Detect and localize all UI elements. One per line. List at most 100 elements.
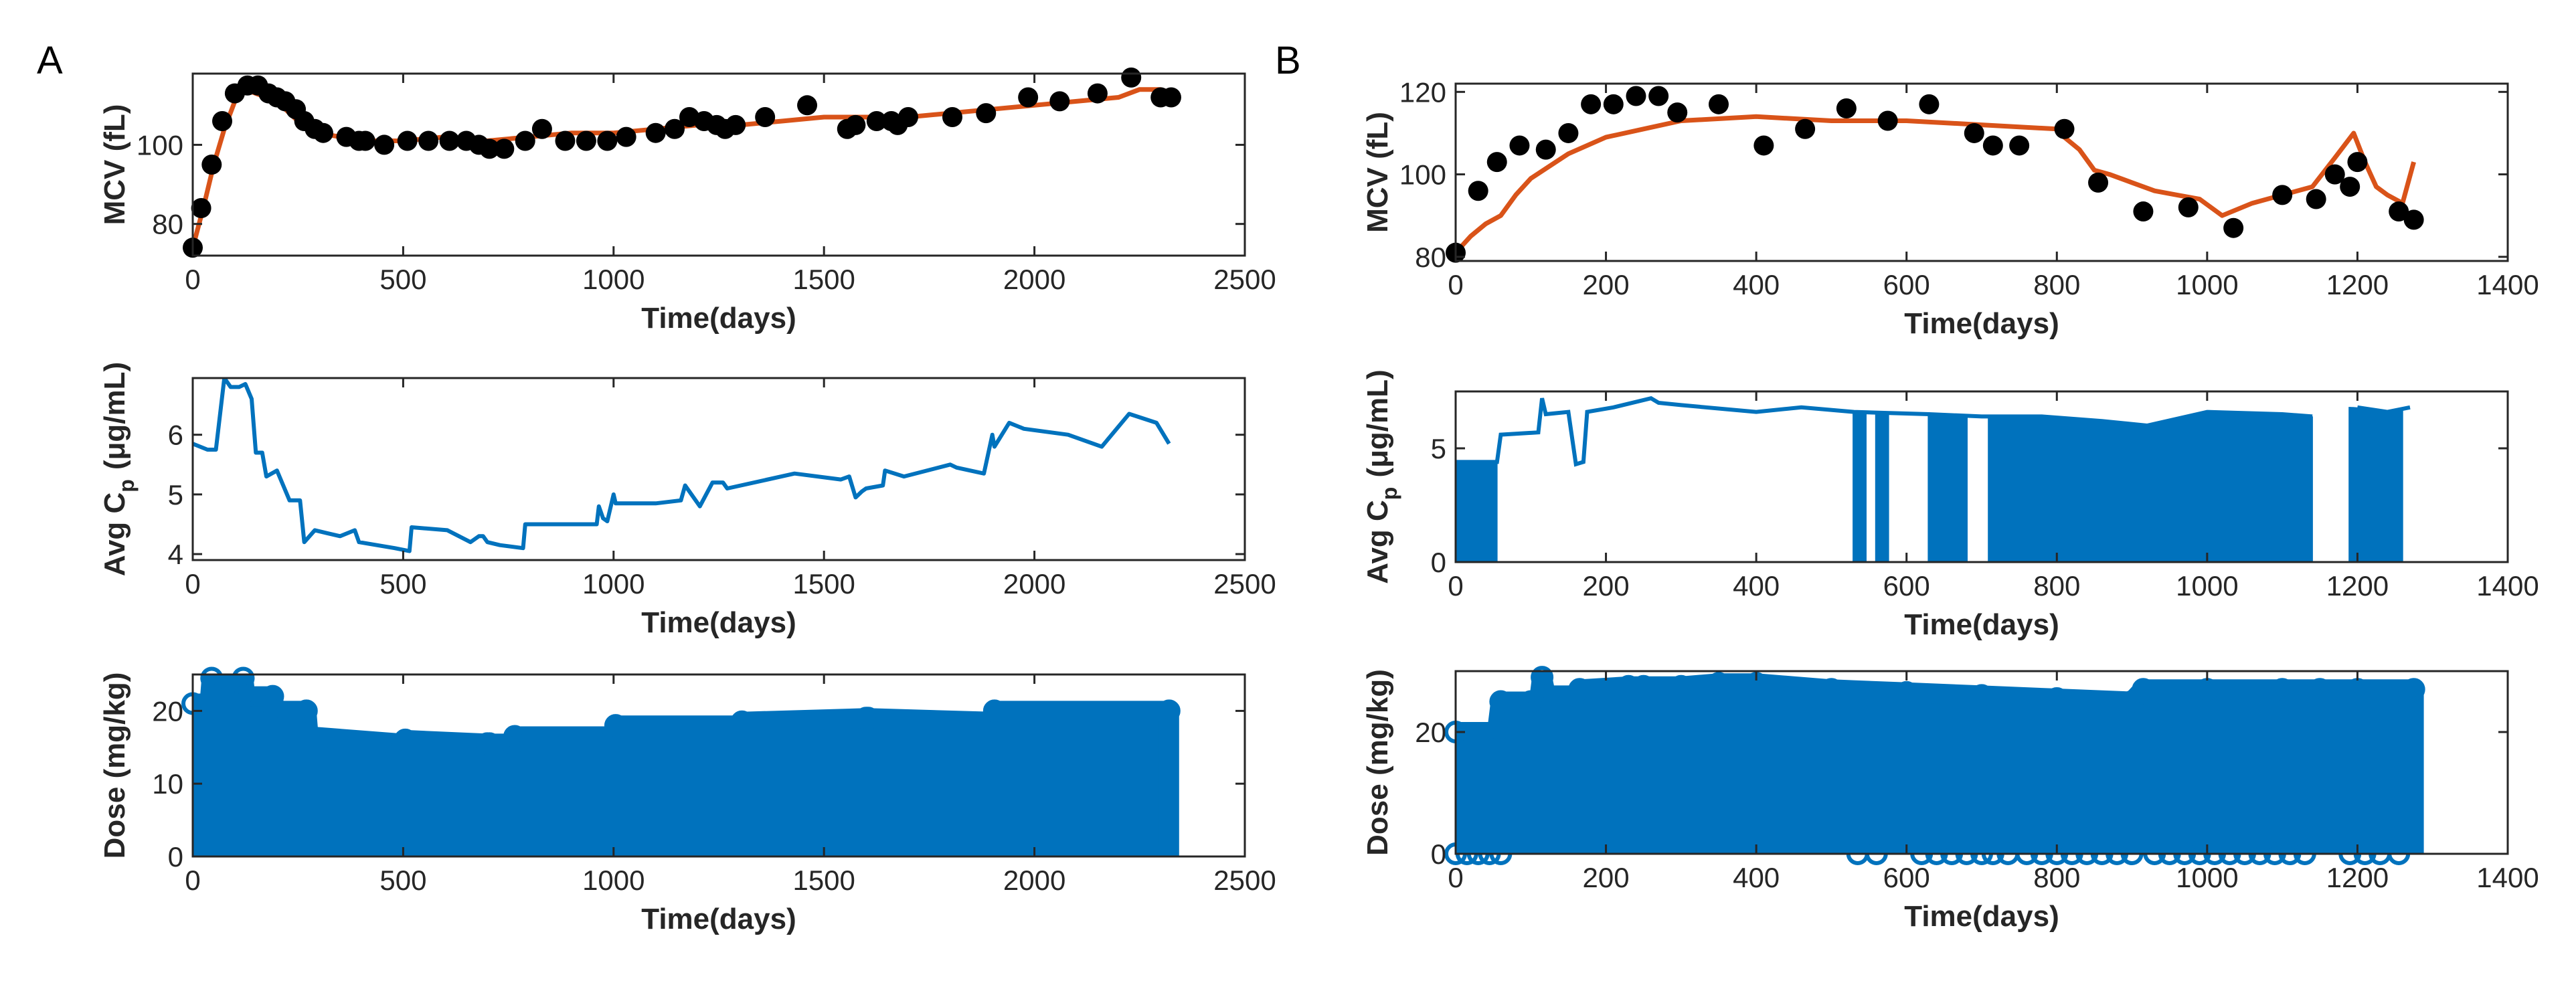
dose-filled-area — [1456, 671, 2424, 854]
observed-point — [397, 130, 418, 151]
observed-point — [1018, 87, 1039, 108]
dose-stem-marker — [261, 685, 284, 708]
concentration-oscillation-band — [1875, 412, 1889, 562]
y-tick-label: 80 — [152, 209, 183, 240]
x-tick-label: 1500 — [792, 264, 855, 295]
y-axis-label: Avg Cp (μg/mL) — [98, 362, 139, 576]
observed-point — [1161, 87, 1181, 108]
x-tick-label: 500 — [379, 264, 426, 295]
observed-point — [355, 130, 375, 151]
x-tick-label: 600 — [1883, 269, 1930, 300]
x-tick-label: 2500 — [1213, 264, 1276, 295]
x-tick-label: 2500 — [1213, 568, 1276, 600]
observed-point — [2340, 177, 2360, 197]
model-fit-line — [1456, 114, 2416, 255]
dose-stem-marker — [2271, 678, 2294, 701]
dose-stem-marker — [982, 699, 1006, 723]
B-conc-chart: 0 200 400 600 800 1000 1200 1400 0 5 Time(days) Avg… — [1361, 369, 2539, 641]
observed-point — [1626, 86, 1646, 106]
dose-stem-marker — [263, 699, 286, 723]
panel-letter-a: A — [37, 39, 63, 82]
x-tick-label: 600 — [1883, 862, 1930, 893]
B-dose-axes-frame — [1454, 670, 2509, 855]
x-tick-label: 1500 — [792, 865, 855, 896]
y-axis-label-main: Avg C — [98, 492, 131, 577]
observed-point — [576, 130, 596, 151]
observed-point — [531, 118, 552, 139]
y-tick-label: 5 — [168, 479, 183, 511]
observed-point — [1049, 91, 1070, 112]
observed-point — [1648, 86, 1669, 106]
dose-stem-marker — [602, 725, 625, 748]
observed-point — [1964, 122, 1984, 143]
B-dose-plot-area — [1456, 671, 2424, 854]
dose-stem-marker — [503, 725, 527, 748]
x-tick-label: 0 — [1448, 570, 1463, 602]
dose-stem-marker — [1568, 678, 1592, 701]
observed-point — [212, 110, 233, 131]
A-mcv-axes-frame — [191, 72, 1246, 257]
observed-point — [418, 130, 439, 151]
dose-stem-marker — [1534, 684, 1557, 707]
x-tick-label: 2500 — [1213, 865, 1276, 896]
x-tick-label: 800 — [2033, 862, 2080, 893]
observed-point — [2272, 185, 2293, 205]
x-tick-label: 400 — [1733, 862, 1780, 893]
x-tick-label: 0 — [185, 568, 200, 600]
observed-point — [479, 139, 500, 159]
y-tick-label: 10 — [152, 768, 183, 800]
observed-point — [1087, 83, 1108, 104]
observed-point — [897, 107, 918, 128]
x-tick-label: 2000 — [1003, 568, 1065, 600]
concentration-line — [193, 378, 1171, 553]
observed-point — [2133, 201, 2154, 222]
y-tick-label: 80 — [1415, 242, 1446, 273]
dose-stem-marker — [857, 707, 880, 730]
y-axis-label: Dose (mg/kg) — [1361, 669, 1394, 856]
y-axis-label: MCV (fL) — [1361, 112, 1394, 233]
dose-stem-marker — [294, 699, 318, 723]
dose-stem-marker — [2120, 690, 2144, 713]
y-axis-label: Avg Cp (μg/mL) — [1361, 369, 1401, 583]
x-tick-label: 600 — [1883, 570, 1930, 602]
dose-stem-marker — [478, 732, 501, 755]
y-axis-label-unit: (μg/mL) — [1361, 369, 1394, 477]
observed-point — [2054, 118, 2075, 139]
dose-stem-marker — [394, 728, 417, 751]
observed-point — [1535, 139, 1556, 160]
x-tick-label: 0 — [1448, 269, 1463, 300]
x-tick-label: 400 — [1733, 570, 1780, 602]
observed-point — [555, 130, 576, 151]
observed-point — [1667, 102, 1688, 123]
dose-stem-marker — [1669, 674, 1693, 698]
dose-stem-marker — [296, 725, 320, 748]
B-mcv-chart: 0 200 400 600 800 1000 1200 1400 80 100 120 Time(da… — [1361, 76, 2539, 340]
y-tick-label: 100 — [1399, 159, 1446, 191]
observed-point — [2088, 172, 2109, 193]
dose-stem-marker — [980, 710, 1004, 733]
x-tick-label: 200 — [1583, 269, 1630, 300]
A-dose-axes-frame — [191, 673, 1246, 858]
concentration-oscillation-band — [1988, 412, 2313, 562]
observed-point — [664, 118, 685, 139]
x-tick-label: 0 — [185, 865, 200, 896]
observed-point — [2009, 135, 2030, 156]
observed-point — [1919, 94, 1940, 114]
x-tick-label: 0 — [1448, 862, 1463, 893]
y-tick-label: 0 — [1431, 838, 1446, 870]
observed-point — [1558, 122, 1579, 143]
x-tick-label: 800 — [2033, 269, 2080, 300]
observed-point — [201, 155, 222, 175]
x-tick-label: 1000 — [582, 568, 645, 600]
y-axis-label-main: Avg C — [1361, 500, 1394, 584]
observed-point — [313, 122, 333, 143]
x-axis-label: Time(days) — [1904, 608, 2059, 641]
dose-stem-marker — [200, 666, 224, 690]
observed-point — [1709, 94, 1729, 114]
x-axis-label: Time(days) — [641, 606, 796, 639]
y-tick-label: 100 — [137, 129, 183, 161]
observed-point — [1486, 152, 1507, 173]
x-tick-label: 1000 — [582, 865, 645, 896]
observed-point — [866, 110, 887, 131]
